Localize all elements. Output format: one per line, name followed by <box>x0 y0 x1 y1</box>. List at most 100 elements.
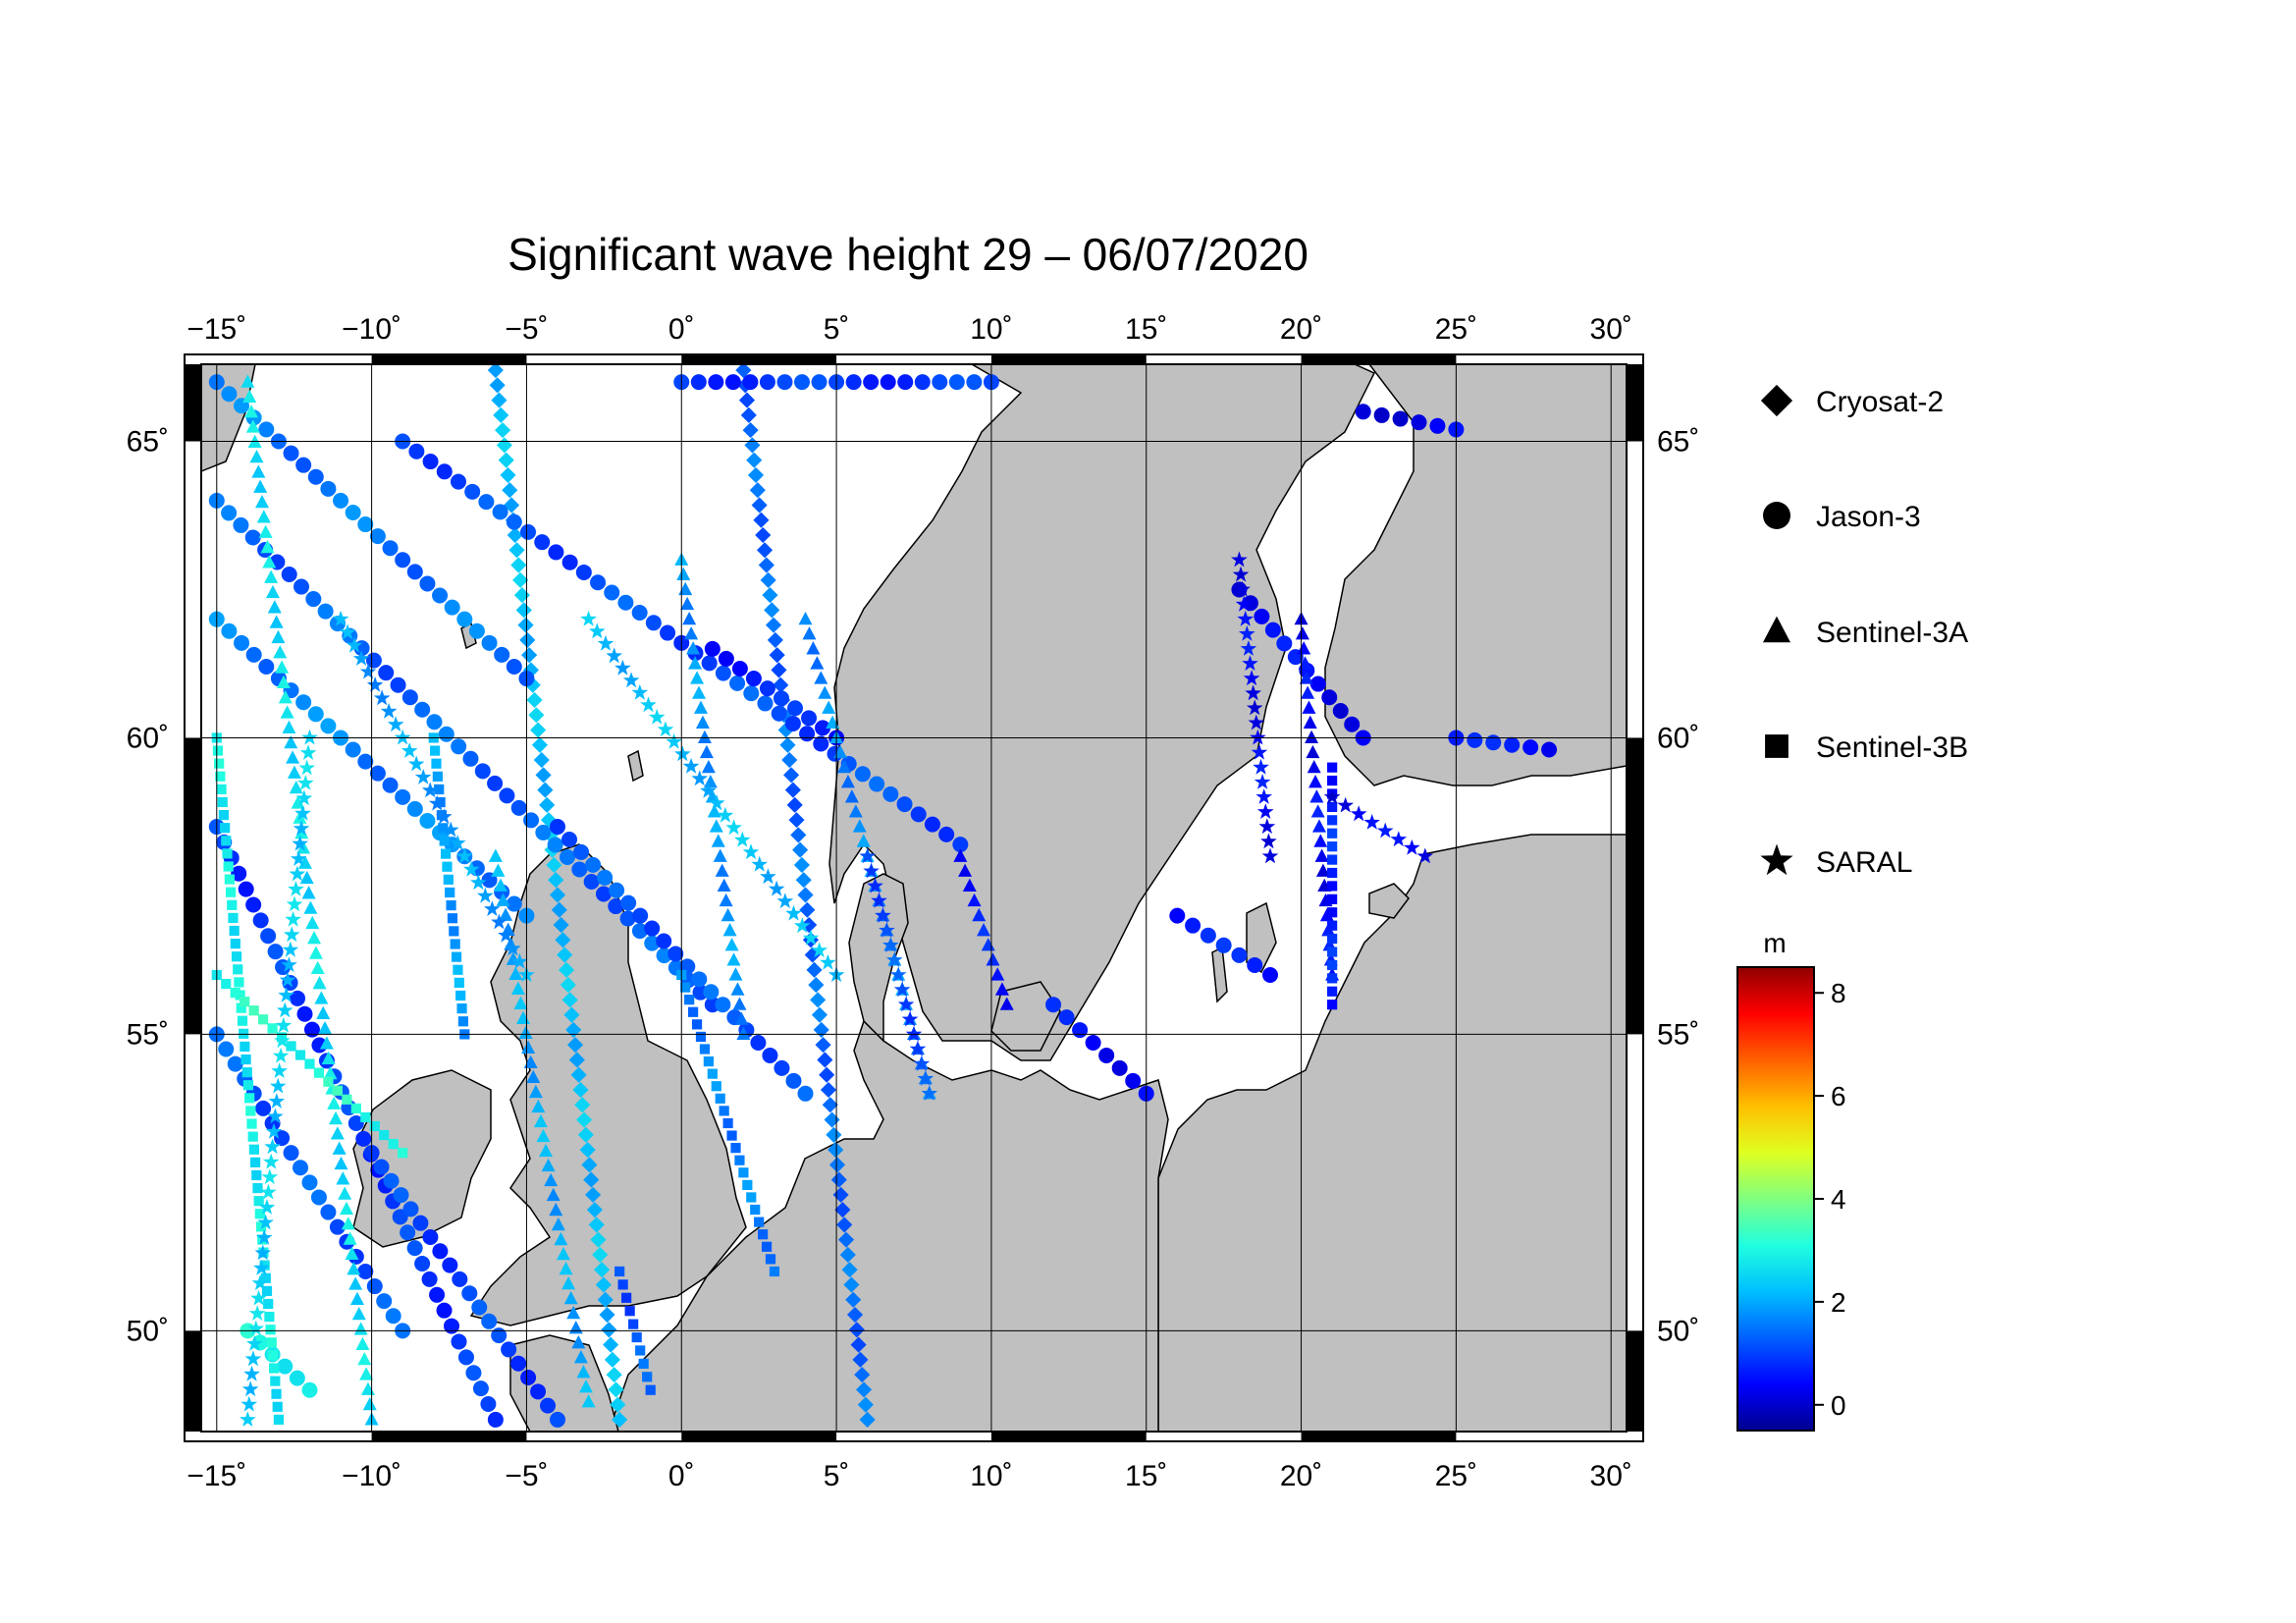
track-point <box>282 720 296 733</box>
track-point <box>691 770 709 786</box>
track-point <box>566 1306 581 1320</box>
track-point <box>530 1383 547 1400</box>
track-point <box>253 1259 270 1275</box>
square-icon <box>1765 734 1789 758</box>
track-point <box>834 1202 851 1218</box>
track-point <box>366 676 384 692</box>
legend-label: Sentinel-3A <box>1816 617 1968 649</box>
track-point <box>1404 839 1420 855</box>
track-point <box>557 947 573 963</box>
track-point <box>722 923 737 937</box>
track-point <box>244 529 261 546</box>
track-point <box>1231 947 1248 963</box>
track-point <box>258 1014 269 1025</box>
track-point <box>293 820 310 837</box>
track-point <box>299 870 314 885</box>
frame-segment-bottom <box>1301 1432 1457 1441</box>
track-point <box>1310 804 1325 818</box>
track-point <box>966 374 983 391</box>
track-point <box>740 406 757 423</box>
track-point <box>836 1217 853 1233</box>
track-point <box>218 1041 235 1057</box>
track-point <box>561 1275 576 1290</box>
track-point <box>882 937 899 952</box>
track-point <box>345 741 361 758</box>
track-point <box>347 1262 361 1275</box>
track-point <box>1305 730 1319 744</box>
track-point <box>442 861 453 872</box>
track-point <box>1276 635 1293 652</box>
track-point <box>265 1325 276 1335</box>
track-point <box>506 658 522 675</box>
track-point <box>422 454 439 470</box>
track-point <box>1295 626 1309 640</box>
track-point <box>347 1114 364 1131</box>
track-point <box>620 894 637 911</box>
track-point <box>240 1395 258 1412</box>
track-point <box>277 1358 294 1375</box>
track-point <box>546 856 562 873</box>
track-point <box>828 1142 844 1159</box>
track-point <box>327 1096 342 1109</box>
track-point <box>815 720 831 736</box>
lon-tick-label: −10˚ <box>342 313 401 346</box>
track-point <box>245 896 262 913</box>
track-point <box>237 1015 248 1026</box>
track-point <box>1327 828 1338 839</box>
track-point <box>450 939 460 949</box>
track-point <box>445 887 455 898</box>
track-point <box>854 1367 871 1383</box>
track-point <box>380 702 398 719</box>
legend-label: Jason-3 <box>1816 501 1921 533</box>
track-point <box>245 419 260 433</box>
track-point <box>271 1388 282 1399</box>
track-point <box>828 1157 846 1173</box>
track-point <box>1235 595 1253 612</box>
track-point <box>260 1183 277 1200</box>
track-point <box>513 996 528 1009</box>
longitude-tick-labels-top: −15˚ −10˚ −5˚ 0˚ 5˚ 10˚ 15˚ 20˚ 25˚ 30˚ <box>187 313 1632 346</box>
track-point <box>229 925 240 937</box>
track-point <box>549 1202 563 1217</box>
colorbar-gradient <box>1736 966 1815 1432</box>
track-point <box>601 1322 617 1338</box>
track-point <box>1522 739 1539 756</box>
track-point <box>885 951 903 967</box>
track-point <box>610 1396 626 1413</box>
track-point <box>492 504 508 520</box>
track-point <box>233 964 243 975</box>
track-point <box>1392 410 1409 427</box>
track-point <box>551 901 567 918</box>
track-point <box>680 982 691 993</box>
track-point <box>715 1093 725 1104</box>
track-point <box>684 626 699 640</box>
track-point <box>518 1025 533 1040</box>
track-point <box>745 671 762 687</box>
track-point <box>339 1201 353 1216</box>
track-point <box>1232 566 1250 582</box>
lon-tick-label: 15˚ <box>1125 313 1167 346</box>
track-point <box>624 1306 635 1317</box>
track-point <box>498 927 514 943</box>
track-point <box>536 1128 551 1143</box>
track-point <box>474 763 491 780</box>
track-point <box>726 952 741 966</box>
track-point <box>342 1094 352 1105</box>
track-point <box>597 634 614 651</box>
track-point <box>502 482 518 499</box>
track-point <box>245 1106 256 1116</box>
track-point <box>759 680 775 697</box>
track-point <box>220 823 231 834</box>
track-point <box>506 514 522 530</box>
track-point <box>289 865 306 882</box>
track-point <box>318 1021 333 1035</box>
track-point <box>303 1021 320 1038</box>
track-point <box>510 557 527 573</box>
track-point <box>604 584 620 601</box>
track-point <box>531 1099 546 1113</box>
track-point <box>507 526 523 544</box>
track-point <box>526 691 543 709</box>
track-point <box>882 785 899 802</box>
track-point <box>742 422 759 439</box>
track-point <box>776 374 793 391</box>
